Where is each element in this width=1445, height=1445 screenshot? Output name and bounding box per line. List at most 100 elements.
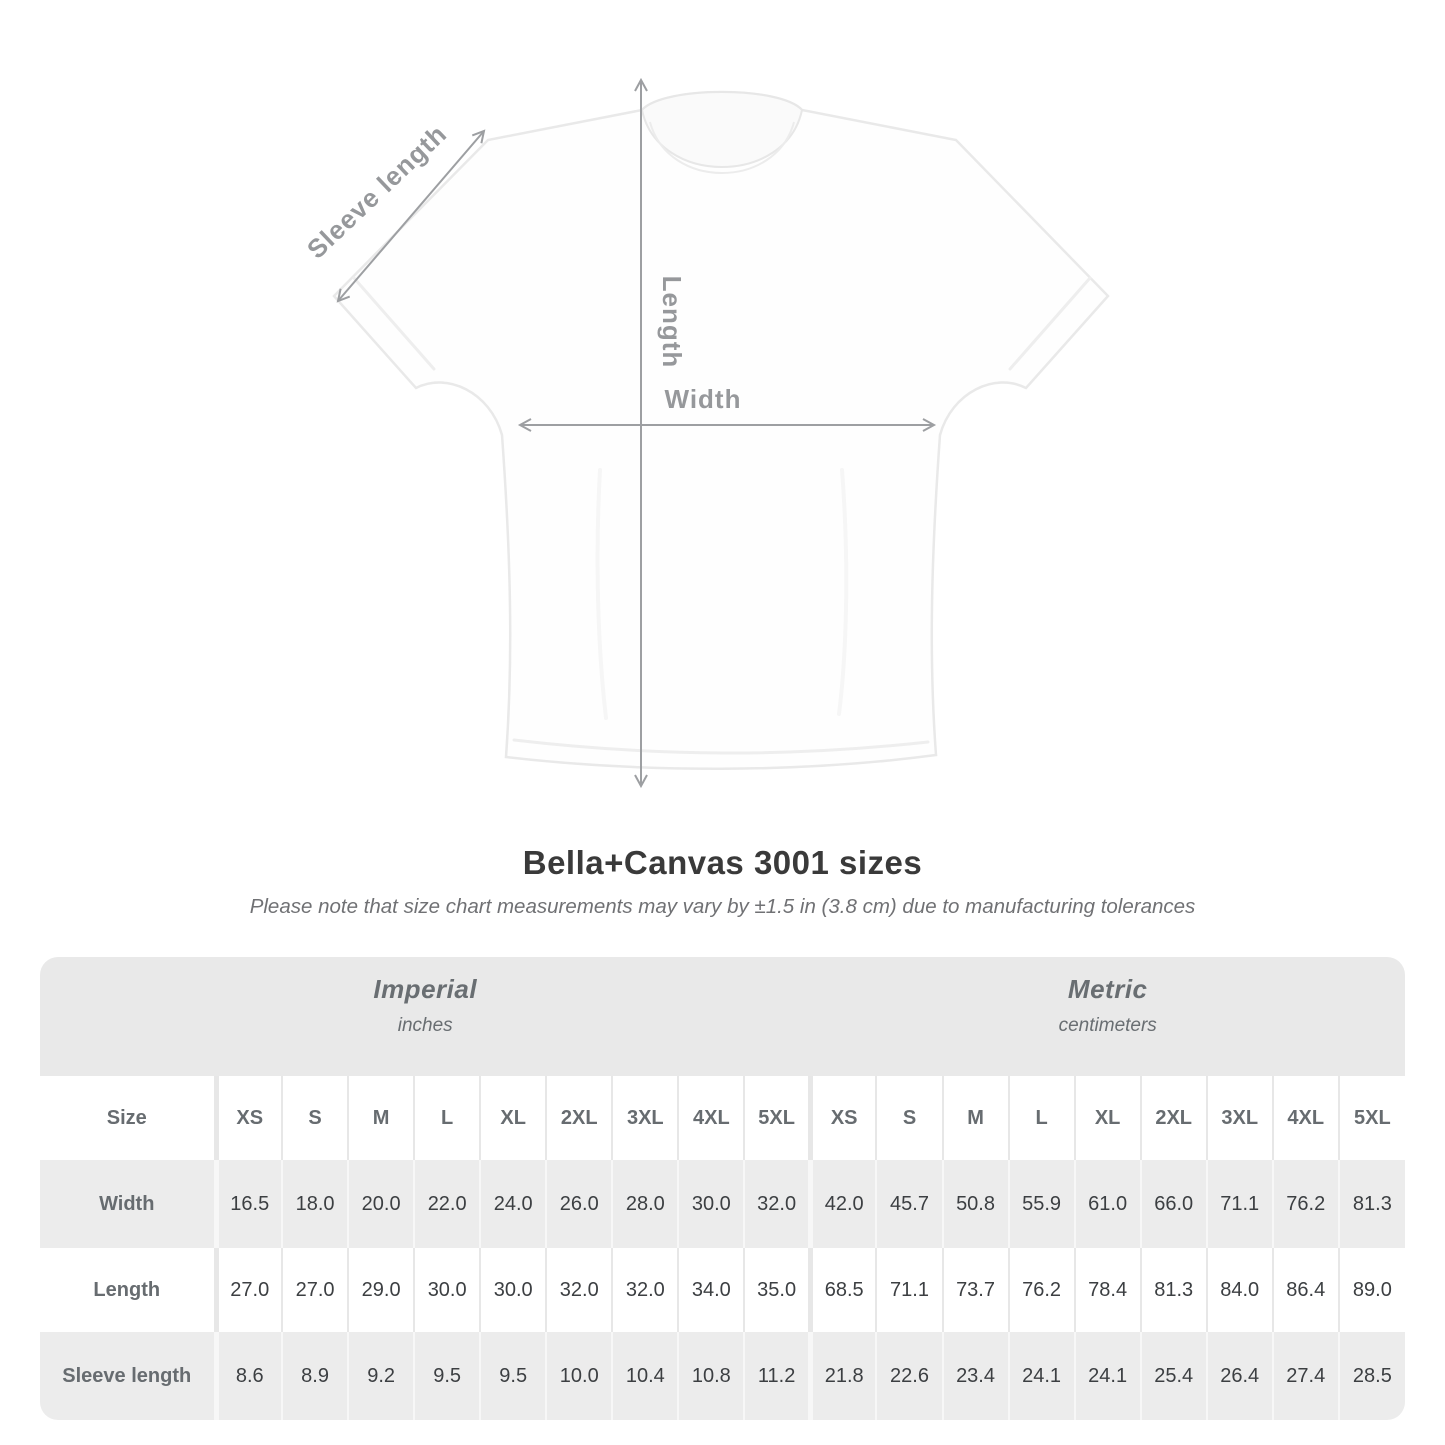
measurement-cell: 76.2 [1007, 1248, 1075, 1332]
page-title: Bella+Canvas 3001 sizes [522, 844, 923, 881]
measurement-cell: 81.3 [1337, 1160, 1405, 1248]
measurement-cell: 84.0 [1205, 1248, 1273, 1332]
measurement-cell: 10.8 [677, 1332, 745, 1420]
tshirt-illustration [332, 90, 1110, 771]
tshirt-body [332, 90, 1110, 771]
fabric-fold-right [837, 468, 849, 716]
measurement-cell: 18.0 [281, 1160, 349, 1248]
row-label-sleeve-length: Sleeve length [40, 1332, 216, 1420]
fabric-fold-left [595, 468, 608, 720]
measurement-cell: 26.0 [545, 1160, 613, 1248]
imperial-header: Imperial inches [40, 957, 811, 1076]
measurement-cell: 86.4 [1271, 1248, 1339, 1332]
size-col-metric-3xl: 3XL [1205, 1076, 1273, 1160]
metric-header: Metric centimeters [810, 957, 1405, 1076]
measurement-cell: 55.9 [1007, 1160, 1075, 1248]
measurement-cell: 50.8 [941, 1160, 1009, 1248]
measurement-cell: 9.5 [479, 1332, 547, 1420]
measurement-cell: 42.0 [807, 1160, 877, 1248]
size-col-metric-4xl: 4XL [1271, 1076, 1339, 1160]
measurement-cell: 27.4 [1271, 1332, 1339, 1420]
size-col-imperial-2xl: 2XL [545, 1076, 613, 1160]
measurement-cell: 61.0 [1073, 1160, 1141, 1248]
measurement-cell: 78.4 [1073, 1248, 1141, 1332]
measurement-cell: 8.9 [281, 1332, 349, 1420]
measurement-row: Length 27.0 27.0 29.0 30.0 30.0 32.0 32.0 34.0 3… [40, 1248, 1405, 1332]
measurement-cell: 26.4 [1205, 1332, 1273, 1420]
measurement-cell: 35.0 [743, 1248, 811, 1332]
measurement-cell: 32.0 [743, 1160, 811, 1248]
metric-header-title: Metric [1067, 974, 1148, 1004]
size-row-label: Size [106, 1106, 147, 1129]
size-col-imperial-s: S [281, 1076, 349, 1160]
measurement-cell: 45.7 [875, 1160, 943, 1248]
size-col-imperial-m: M [347, 1076, 415, 1160]
measurement-cell: 24.1 [1007, 1332, 1075, 1420]
size-col-imperial-xl: XL [479, 1076, 547, 1160]
measurement-cell: 32.0 [611, 1248, 679, 1332]
size-chart-table: Imperial inches Metric centimeters Size … [40, 957, 1405, 1420]
sleeve-dimension-arrow [336, 129, 486, 303]
size-col-metric-xs: XS [807, 1076, 877, 1160]
measurement-cell: 22.6 [875, 1332, 943, 1420]
size-col-metric-m: M [941, 1076, 1009, 1160]
measurement-cell: 10.4 [611, 1332, 679, 1420]
measurement-cell: 16.5 [213, 1160, 283, 1248]
measurement-cell: 30.0 [479, 1248, 547, 1332]
measurement-cell: 8.6 [213, 1332, 283, 1420]
measurement-cell: 25.4 [1139, 1332, 1207, 1420]
tshirt-collar [640, 91, 804, 168]
size-col-metric-2xl: 2XL [1139, 1076, 1207, 1160]
measurement-cell: 76.2 [1271, 1160, 1339, 1248]
measurement-cell: 71.1 [1205, 1160, 1273, 1248]
measurement-cell: 68.5 [807, 1248, 877, 1332]
imperial-header-unit: inches [397, 1015, 453, 1036]
size-col-metric-xl: XL [1073, 1076, 1141, 1160]
measurement-cell: 27.0 [281, 1248, 349, 1332]
measurement-row: Sleeve length 8.6 8.9 9.2 9.5 9.5 10.0 10.4 10.… [40, 1332, 1405, 1420]
measurement-cell: 27.0 [213, 1248, 283, 1332]
measurement-cell: 28.5 [1337, 1332, 1405, 1420]
row-label-length: Length [40, 1248, 216, 1332]
measurement-cell: 71.1 [875, 1248, 943, 1332]
measurement-cell: 34.0 [677, 1248, 745, 1332]
measurement-cell: 30.0 [413, 1248, 481, 1332]
measurement-cell: 22.0 [413, 1160, 481, 1248]
measurement-cell: 9.5 [413, 1332, 481, 1420]
size-chart-table-container: Imperial inches Metric centimeters Size … [40, 957, 1405, 1420]
size-col-metric-5xl: 5XL [1337, 1076, 1405, 1160]
tshirt-diagram-svg: Sleeve length Length Width [301, 77, 1110, 789]
size-tolerance-note: Please note that size chart measurements… [249, 895, 1196, 918]
imperial-header-title: Imperial [373, 974, 478, 1004]
measurement-cell: 32.0 [545, 1248, 613, 1332]
measurement-cell: 30.0 [677, 1160, 745, 1248]
measurement-cell: 11.2 [743, 1332, 811, 1420]
measurement-row: Width 16.5 18.0 20.0 22.0 24.0 26.0 28.0 30.0 32… [40, 1160, 1405, 1248]
row-label-width: Width [40, 1160, 216, 1248]
measurement-cell: 23.4 [941, 1332, 1009, 1420]
metric-header-unit: centimeters [1058, 1015, 1157, 1036]
collar-rib-seam [649, 121, 795, 174]
tshirt-measurement-diagram: Sleeve length Length Width [301, 77, 1110, 789]
measurement-cell: 24.0 [479, 1160, 547, 1248]
size-col-metric-s: S [875, 1076, 943, 1160]
measurement-cell: 24.1 [1073, 1332, 1141, 1420]
measurement-cell: 89.0 [1337, 1248, 1405, 1332]
size-col-imperial-l: L [413, 1076, 481, 1160]
size-col-imperial-5xl: 5XL [743, 1076, 811, 1160]
measurement-cell: 73.7 [941, 1248, 1009, 1332]
measurement-cell: 21.8 [807, 1332, 877, 1420]
hem-seam [512, 738, 930, 755]
width-label: Width [665, 384, 742, 414]
measurement-cell: 29.0 [347, 1248, 415, 1332]
measurement-cell: 9.2 [347, 1332, 415, 1420]
size-col-imperial-3xl: 3XL [611, 1076, 679, 1160]
measurement-cell: 66.0 [1139, 1160, 1207, 1248]
measurement-cell: 28.0 [611, 1160, 679, 1248]
unit-header-row: Imperial inches Metric centimeters [40, 957, 1405, 1076]
size-col-imperial-xs: XS [213, 1076, 283, 1160]
size-col-imperial-4xl: 4XL [677, 1076, 745, 1160]
measurement-cell: 10.0 [545, 1332, 613, 1420]
measurement-cell: 20.0 [347, 1160, 415, 1248]
